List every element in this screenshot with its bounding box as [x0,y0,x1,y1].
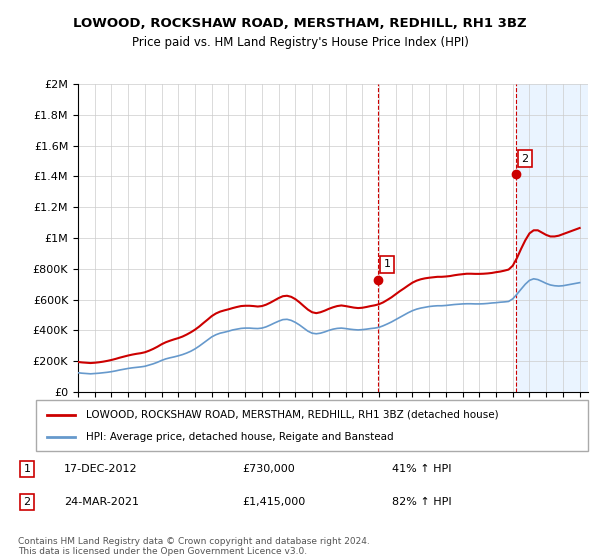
Bar [517,84,588,392]
Text: LOWOOD, ROCKSHAW ROAD, MERSTHAM, REDHILL, RH1 3BZ (detached house): LOWOOD, ROCKSHAW ROAD, MERSTHAM, REDHILL… [86,409,499,419]
Text: 17-DEC-2012: 17-DEC-2012 [64,464,137,474]
FancyBboxPatch shape [36,400,588,451]
Text: 2: 2 [23,497,31,507]
Text: Contains HM Land Registry data © Crown copyright and database right 2024.: Contains HM Land Registry data © Crown c… [18,537,370,546]
Text: This data is licensed under the Open Government Licence v3.0.: This data is licensed under the Open Gov… [18,547,307,556]
Text: 1: 1 [383,259,391,269]
Text: 24-MAR-2021: 24-MAR-2021 [64,497,139,507]
Text: 1: 1 [23,464,31,474]
Text: 2: 2 [521,154,529,164]
Text: Price paid vs. HM Land Registry's House Price Index (HPI): Price paid vs. HM Land Registry's House … [131,36,469,49]
Text: 41% ↑ HPI: 41% ↑ HPI [392,464,452,474]
Text: HPI: Average price, detached house, Reigate and Banstead: HPI: Average price, detached house, Reig… [86,432,394,442]
Text: 82% ↑ HPI: 82% ↑ HPI [392,497,452,507]
Text: £1,415,000: £1,415,000 [242,497,305,507]
Text: £730,000: £730,000 [242,464,295,474]
Text: LOWOOD, ROCKSHAW ROAD, MERSTHAM, REDHILL, RH1 3BZ: LOWOOD, ROCKSHAW ROAD, MERSTHAM, REDHILL… [73,17,527,30]
